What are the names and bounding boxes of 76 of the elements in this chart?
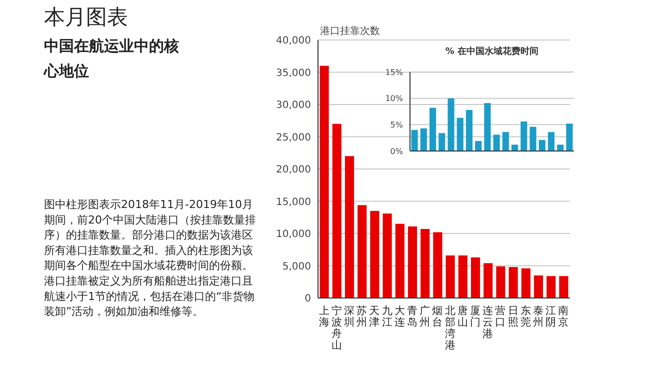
y-tick-label: 15,000 — [276, 196, 311, 208]
bar — [470, 257, 480, 298]
x-tick-label: 唐山 — [457, 304, 468, 328]
bar — [438, 133, 446, 151]
bar — [475, 140, 482, 151]
text: 中国在航运业中的核心地位 — [43, 37, 179, 80]
bar — [546, 276, 556, 298]
bar — [566, 124, 573, 151]
bar — [332, 124, 342, 298]
y-tick-label: 20,000 — [276, 164, 311, 176]
bar — [408, 226, 418, 298]
bar — [370, 210, 380, 298]
x-tick-label: 烟台 — [432, 305, 444, 328]
y-tick-label: 10,000 — [276, 229, 311, 240]
bar — [344, 156, 354, 298]
x-tick-label: 营口 — [495, 304, 506, 328]
bar — [484, 263, 493, 298]
bar — [411, 130, 418, 151]
bar — [557, 144, 564, 151]
bar — [448, 98, 454, 151]
bar — [458, 255, 468, 298]
x-tick-label: 深圳 — [343, 305, 355, 328]
x-tick-label: 青岛 — [407, 304, 418, 328]
y-tick-label: 0 — [304, 294, 311, 304]
bar — [496, 266, 506, 298]
bar — [538, 140, 546, 151]
x-tick-label: 东莞 — [520, 304, 532, 328]
text: 图中柱形图表示2018年11月-2019年10月期间，前20个中国大陆港口（按挂靠数量排序）的挂靠数量。部分港口的数据为该港区所有港口挂靠数量之和。插入的柱形图为该期间各个船型在中国水域花费时间的份额。港口挂靠被定义为所有船舶进出指定港口且航速小于1节的情况，包括在港口的“非货物装卸”活动，例如加油和维修等。 — [44, 198, 256, 318]
bar — [534, 275, 544, 298]
bar — [548, 132, 554, 151]
x-tick-label: 厦门 — [470, 305, 481, 328]
bar — [430, 108, 436, 151]
bar — [466, 110, 472, 151]
bar — [456, 118, 464, 151]
x-tick-label: 江阴 — [546, 305, 557, 328]
x-tick-label: 连云港 — [482, 305, 494, 340]
y-tick-label: 5,000 — [282, 261, 311, 272]
y-tick-label: 30,000 — [276, 100, 311, 111]
bar — [530, 126, 536, 151]
bar — [484, 103, 491, 151]
bar — [502, 132, 509, 151]
text: 本月图表 — [44, 5, 128, 29]
y-tick-label: 35,000 — [276, 68, 311, 79]
y-tick-label: 25,000 — [276, 132, 311, 144]
chart-title: % 在中国水域花费时间 — [445, 46, 539, 57]
x-tick-label: 上海 — [318, 304, 330, 328]
x-tick-label: 宁波舟山 — [331, 304, 342, 352]
bar — [521, 268, 530, 298]
x-tick-label: 苏州 — [356, 304, 368, 328]
bar — [358, 205, 367, 298]
bar — [395, 224, 404, 298]
bar — [520, 122, 528, 151]
x-tick-label: 天津 — [369, 305, 380, 328]
y-tick-label: 10% — [385, 94, 404, 104]
y-tick-label: 15% — [385, 68, 404, 77]
y-tick-label: 0% — [390, 146, 404, 156]
y-axis-title: 港口挂靠次数 — [320, 25, 380, 37]
bar — [382, 214, 392, 298]
x-tick-label: 南京 — [558, 304, 570, 328]
bar — [559, 276, 568, 298]
x-tick-label: 北部湾港 — [444, 304, 456, 352]
x-tick-label: 大连 — [394, 304, 406, 328]
bar — [433, 232, 442, 298]
bar — [320, 66, 329, 298]
x-tick-label: 广州 — [420, 304, 431, 328]
x-tick-label: 泰州 — [533, 305, 544, 328]
x-tick-label: 九江 — [382, 304, 393, 328]
bar — [420, 228, 430, 298]
y-tick-label: 40,000 — [276, 36, 311, 46]
bar — [446, 255, 455, 298]
bar — [493, 134, 500, 151]
y-tick-label: 5% — [390, 120, 404, 130]
bar — [508, 267, 518, 298]
bar — [420, 128, 427, 151]
x-tick-label: 日照 — [508, 305, 519, 328]
bar — [512, 144, 518, 151]
